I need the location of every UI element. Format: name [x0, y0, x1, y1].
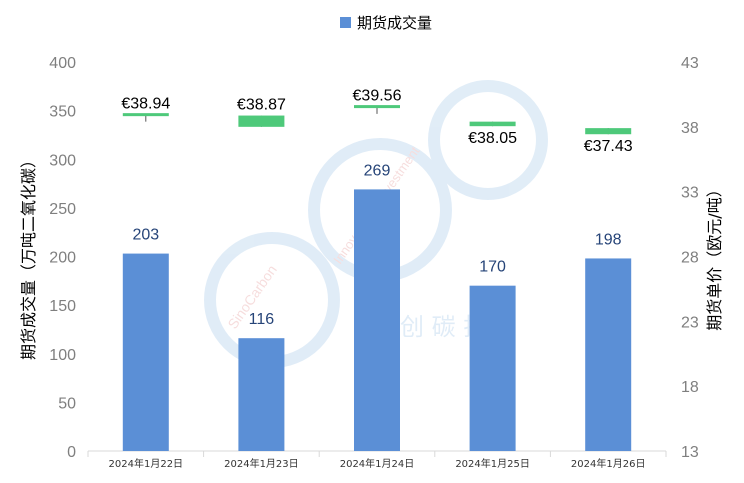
y2-tick-label: 28	[681, 250, 699, 267]
bar-value-label: 170	[479, 259, 506, 276]
x-tick-label: 2024年1月24日	[340, 457, 415, 470]
price-label: €38.05	[468, 130, 517, 147]
candle-body	[122, 113, 169, 117]
price-label: €38.94	[121, 96, 170, 113]
y2-tick-label: 13	[681, 444, 699, 461]
bar	[122, 253, 169, 451]
price-label: €37.43	[584, 138, 633, 155]
bar-value-label: 116	[249, 311, 275, 328]
y-tick-label: 300	[49, 152, 76, 169]
y-tick-label: 250	[49, 201, 76, 218]
x-tick-label: 2024年1月23日	[224, 457, 299, 470]
price-label: €39.56	[353, 88, 402, 105]
candle-body	[585, 128, 632, 135]
y2-tick-label: 33	[681, 185, 699, 202]
x-tick-label: 2024年1月22日	[109, 457, 184, 470]
bar-value-label: 269	[364, 162, 391, 179]
bar	[238, 338, 285, 451]
y-tick-label: 150	[49, 298, 76, 315]
y2-axis-title: 期货单价（欧元/吨）	[705, 181, 724, 330]
y2-tick-label: 23	[681, 314, 699, 331]
x-tick-label: 2024年1月25日	[455, 457, 530, 470]
bar-series	[122, 189, 632, 451]
price-label: €38.87	[237, 97, 286, 114]
bar-value-label: 203	[132, 227, 159, 244]
y-tick-label: 350	[49, 104, 76, 121]
candle-body	[238, 115, 285, 127]
candle-body	[469, 121, 516, 127]
legend-swatch	[340, 17, 351, 28]
y-tick-label: 200	[49, 250, 76, 267]
bar	[354, 189, 400, 451]
x-tick-label: 2024年1月26日	[571, 457, 646, 470]
y2-tick-label: 38	[681, 120, 699, 137]
legend-label: 期货成交量	[357, 14, 432, 32]
price-series	[122, 105, 632, 135]
y-tick-label: 400	[49, 55, 76, 72]
legend: 期货成交量	[340, 14, 432, 32]
y-tick-label: 50	[58, 395, 76, 412]
y-tick-label: 0	[67, 444, 76, 461]
candle-body	[354, 105, 400, 109]
y2-tick-label: 18	[681, 379, 699, 396]
bar-value-label: 198	[595, 231, 622, 248]
data-labels: 203 116 269 170 198 €38.94 €38.87 €39.56 €38.05 €…	[121, 88, 632, 329]
bar	[585, 258, 632, 451]
y-tick-label: 100	[49, 347, 76, 364]
y2-tick-label: 43	[681, 55, 699, 72]
y-axis-title: 期货成交量（万吨二氧化碳）	[19, 152, 38, 360]
bar	[469, 285, 516, 451]
